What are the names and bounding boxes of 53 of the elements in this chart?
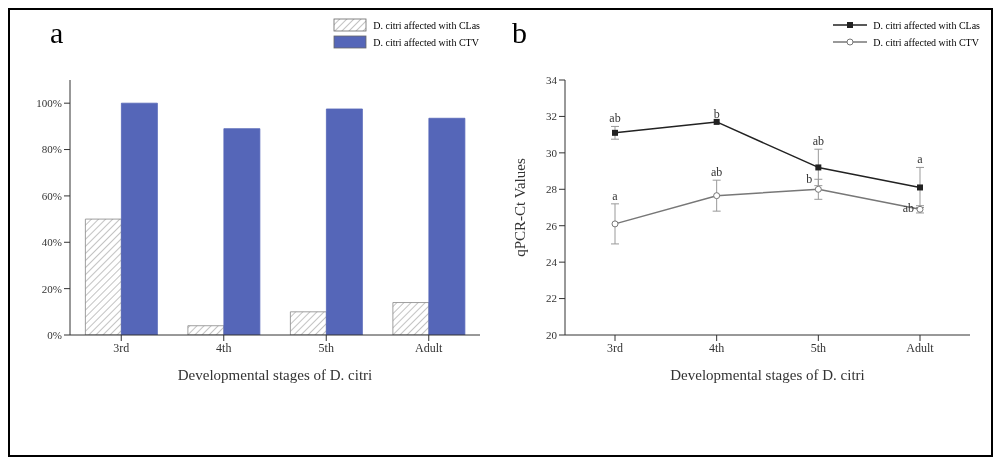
bar <box>120 102 158 335</box>
y-tick-label: 40% <box>41 236 62 249</box>
bar <box>289 311 327 335</box>
point <box>713 118 720 125</box>
chart-title: b <box>512 16 527 50</box>
point <box>612 129 618 136</box>
point <box>713 192 721 200</box>
x-tick-label: 5th <box>318 340 334 355</box>
y-tick-label: 34 <box>546 73 558 86</box>
y-tick-label: 100% <box>36 97 62 110</box>
legend-label: D. citri affected with CLas <box>373 19 480 31</box>
y-tick-label: 20 <box>546 328 558 341</box>
y-tick-label: 20% <box>41 282 62 295</box>
y-tick-label: 28 <box>546 183 558 196</box>
y-tick-label: 24 <box>546 256 558 269</box>
y-tick-label: 26 <box>546 219 558 232</box>
bar <box>392 302 430 335</box>
point <box>611 220 619 228</box>
annotation: ab <box>609 110 621 125</box>
x-axis-title: Developmental stages of D. citri <box>670 367 865 383</box>
y-tick-label: 30 <box>546 146 558 159</box>
y-tick-label: 80% <box>41 143 62 156</box>
x-axis-title: Developmental stages of D. citri <box>177 367 373 383</box>
bar <box>187 325 225 335</box>
bar <box>84 218 122 335</box>
legend-label: D. citri affected with CTV <box>373 36 479 48</box>
y-tick-label: 22 <box>546 292 557 305</box>
annotation: ab <box>812 134 824 149</box>
y-tick-label: 60% <box>41 189 62 202</box>
y-tick-label: 32 <box>546 110 557 123</box>
x-tick-label: 4th <box>216 340 232 355</box>
x-tick-label: 5th <box>810 340 827 355</box>
y-axis-title: qPCR-Ct Values <box>512 158 529 257</box>
legend-label: D. citri affected with CLas <box>873 19 980 31</box>
x-tick-label: 3rd <box>113 340 130 355</box>
y-tick-label: 0% <box>47 328 62 341</box>
annotation: a <box>612 188 619 203</box>
point <box>814 185 822 193</box>
x-tick-label: Adult <box>415 340 444 355</box>
annotation: a <box>917 152 924 167</box>
point <box>917 184 923 191</box>
bar <box>325 108 363 335</box>
annotation: b <box>713 106 720 121</box>
annotation: b <box>806 171 813 186</box>
bar <box>428 117 466 335</box>
x-tick-label: 4th <box>708 340 725 355</box>
x-tick-label: Adult <box>906 340 935 355</box>
legend-label: D. citri affected with CTV <box>873 36 979 48</box>
point <box>815 164 822 171</box>
x-tick-label: 3rd <box>607 340 623 355</box>
annotation: ab <box>711 165 723 180</box>
chart-title: a <box>50 16 64 50</box>
bar <box>223 128 261 335</box>
